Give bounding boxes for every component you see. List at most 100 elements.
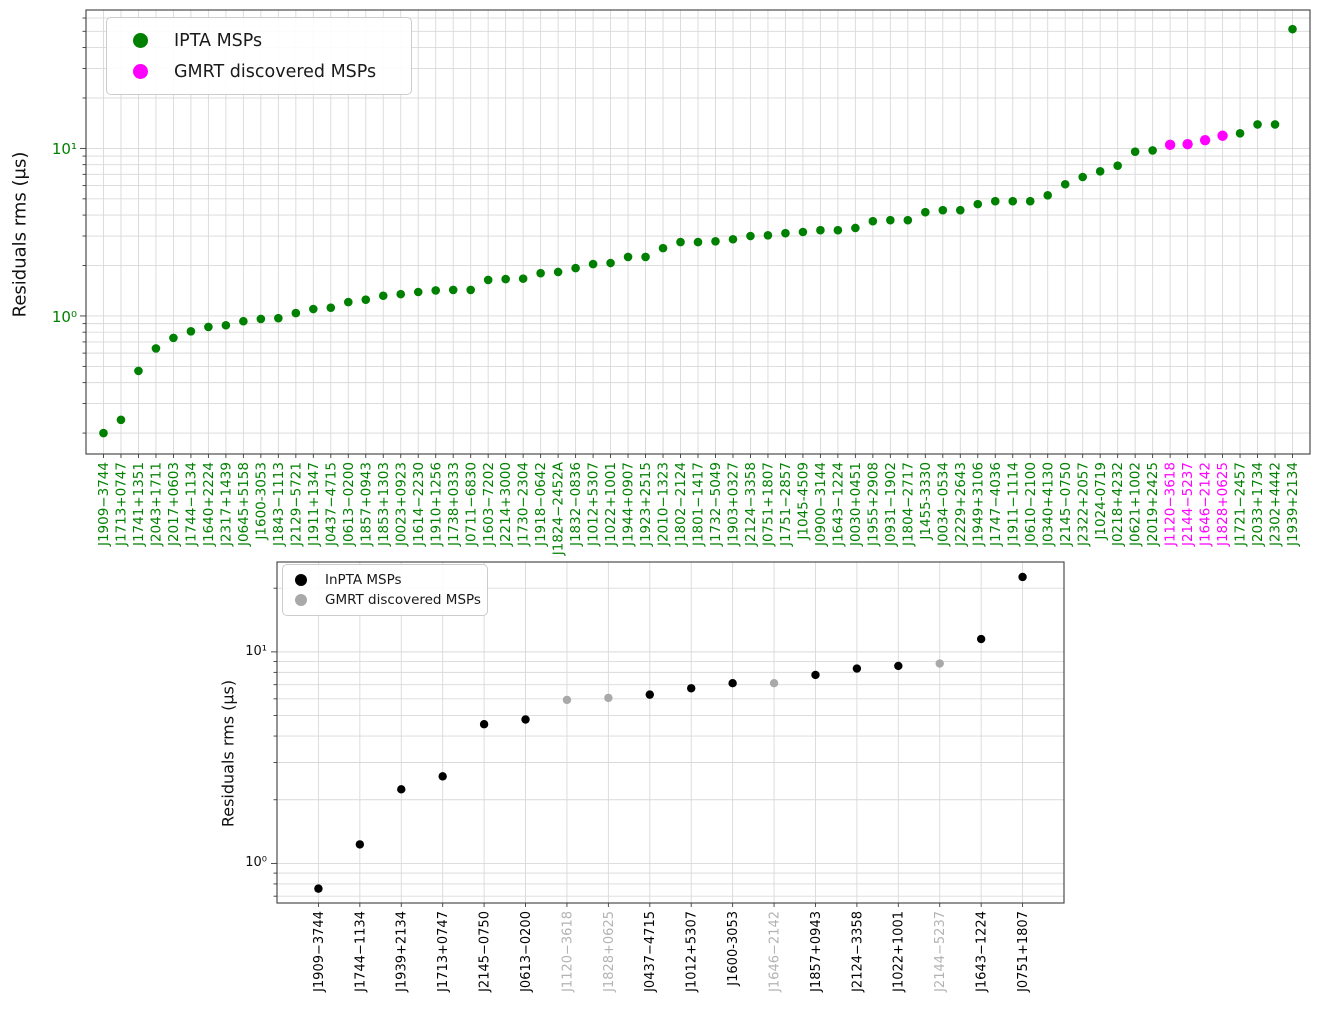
- x-tick-label: J1955+2908: [865, 462, 881, 547]
- ipta_all_msps-chart: J1909−3744 J1713+0747 J1741+1351 J2043+1711…: [80, 9, 1311, 556]
- x-tick-label: J0645+5158: [236, 462, 252, 547]
- data-point: [903, 215, 913, 225]
- data-point: [479, 720, 489, 729]
- x-tick-label: J1120−3618: [560, 911, 575, 993]
- data-point: [606, 258, 615, 268]
- x-tick-label: J1828+0625: [1215, 462, 1231, 547]
- x-tick-label: J0751+1807: [761, 462, 777, 547]
- data-point: [1113, 161, 1122, 170]
- x-tick-label: J2144−5237: [933, 911, 948, 993]
- x-tick-label: J1603−7202: [481, 462, 497, 547]
- x-tick-label: J2302+4442: [1268, 462, 1284, 547]
- data-point: [938, 205, 948, 215]
- x-tick-label: J0613−0200: [519, 911, 534, 993]
- data-point: [309, 304, 318, 314]
- x-tick-label: J1918−0642: [533, 462, 549, 547]
- data-point: [851, 223, 860, 233]
- data-point: [1043, 190, 1053, 200]
- data-point: [781, 228, 790, 238]
- x-tick-label: J2145−0750: [478, 911, 493, 993]
- data-point: [186, 326, 196, 336]
- x-tick-label: J2144−5237: [1180, 462, 1196, 547]
- data-point: [1288, 24, 1297, 34]
- data-point: [438, 772, 447, 781]
- x-tick-label: J1911−1114: [1005, 462, 1021, 547]
- data-point: [1095, 167, 1105, 176]
- x-tick-label: J1643−1224: [975, 911, 990, 993]
- data-point: [623, 252, 633, 262]
- data-point: [314, 884, 323, 893]
- x-tick-label: J1455-3330: [918, 462, 934, 541]
- data-point: [990, 196, 1000, 206]
- x-tick-label: J1843−1113: [271, 462, 287, 547]
- x-tick-label: J2017+0603: [166, 462, 182, 547]
- x-tick-label: J1730−2304: [516, 462, 532, 547]
- data-point: [1148, 146, 1157, 155]
- x-tick-label: J1024-0719: [1093, 462, 1109, 541]
- x-tick-label: J1721−2457: [1233, 462, 1249, 547]
- data-point: [1217, 130, 1228, 141]
- data-point: [1253, 120, 1262, 129]
- data-point: [116, 415, 126, 425]
- data-point: [483, 275, 493, 285]
- data-point: [645, 690, 654, 699]
- data-point: [1025, 196, 1035, 206]
- data-point: [658, 243, 668, 253]
- legend-item-inpta-msps: InPTA MSPs: [295, 570, 487, 590]
- x-tick-label: J2033+1734: [1250, 462, 1266, 547]
- x-tick-label: J0340+4130: [1040, 462, 1056, 547]
- data-point: [518, 274, 528, 283]
- x-tick-label: J1012+5307: [586, 462, 602, 547]
- x-tick-label: J2124−3358: [743, 462, 759, 547]
- data-point: [728, 679, 737, 688]
- data-point: [763, 230, 773, 240]
- x-tick-label: J1804−2717: [900, 462, 916, 547]
- top-ytick-10e0: 10⁰: [51, 308, 77, 326]
- x-tick-label: J1600-3053: [253, 462, 269, 541]
- x-tick-label: J2229+2643: [953, 462, 969, 547]
- data-point: [641, 252, 650, 262]
- gray-dot-icon: [295, 594, 307, 606]
- legend-label: IPTA MSPs: [174, 30, 263, 51]
- x-tick-label: J1828+0625: [602, 911, 617, 993]
- data-point: [921, 207, 930, 217]
- x-tick-label: J0437−4715: [643, 911, 658, 993]
- x-tick-label: J1600-3053: [726, 911, 741, 987]
- data-point: [676, 237, 685, 247]
- data-point: [711, 236, 720, 246]
- x-tick-label: J1857+0943: [809, 911, 824, 993]
- data-point: [769, 679, 779, 688]
- data-point: [326, 303, 336, 313]
- x-tick-label: J2145−0750: [1058, 462, 1074, 547]
- x-tick-label: J1853+1303: [376, 462, 392, 547]
- x-tick-label: J1022+1001: [892, 911, 907, 993]
- data-point: [868, 216, 878, 226]
- data-point: [833, 225, 843, 235]
- data-point: [604, 693, 613, 703]
- data-point: [693, 237, 703, 247]
- x-tick-label: J0931−1902: [883, 462, 899, 547]
- inpta_msps-chart: J1909−3744 J1744−1134 J1939+2134 J1713+0747…: [271, 561, 1065, 993]
- bottom-legend: InPTA MSPs GMRT discovered MSPs: [282, 564, 488, 616]
- data-point: [239, 316, 248, 326]
- x-tick-label: J1909−3744: [96, 462, 112, 547]
- x-tick-label: J2322+2057: [1075, 462, 1091, 547]
- x-tick-label: J0030+0451: [848, 462, 864, 547]
- x-tick-label: J1909−3744: [312, 911, 327, 993]
- magenta-dot-icon: [133, 64, 148, 79]
- data-point: [413, 287, 423, 297]
- data-point: [976, 634, 986, 644]
- legend-item-ipta-msps: IPTA MSPs: [133, 25, 411, 56]
- data-point: [256, 314, 266, 324]
- data-point: [1060, 179, 1070, 189]
- x-tick-label: J1744−1134: [184, 462, 200, 547]
- legend-label: GMRT discovered MSPs: [174, 61, 377, 82]
- data-point: [1130, 147, 1140, 156]
- x-tick-label: J1646−2142: [1198, 462, 1214, 547]
- x-tick-label: J1738+0333: [446, 462, 462, 547]
- data-point: [99, 428, 108, 438]
- x-tick-label: J1857+0943: [358, 462, 374, 547]
- top-ytick-10e1: 10¹: [51, 140, 77, 158]
- x-tick-label: J1120−3618: [1163, 462, 1179, 547]
- data-point: [431, 286, 441, 295]
